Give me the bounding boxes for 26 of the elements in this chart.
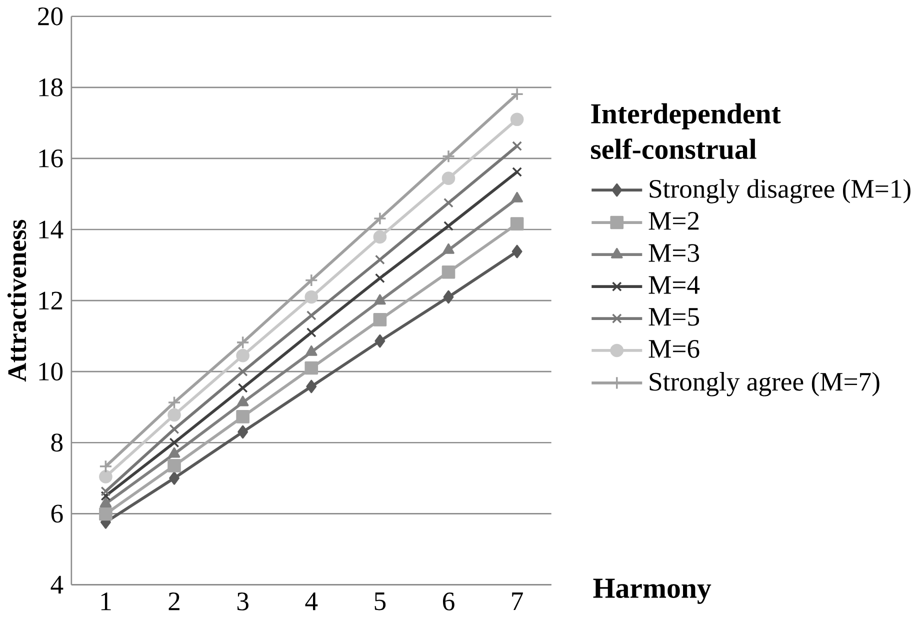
x-tick-label: 6 xyxy=(442,592,454,610)
legend-label: M=4 xyxy=(648,276,700,294)
x-tick-label: 7 xyxy=(512,592,523,610)
y-tick-label: 8 xyxy=(51,434,63,452)
y-tick-label: 12 xyxy=(39,292,62,310)
legend-label: Strongly agree (M=7) xyxy=(650,372,880,396)
y-tick-label: 6 xyxy=(51,504,63,523)
y-tick-label: 14 xyxy=(39,220,64,238)
legend-label: M=6 xyxy=(648,340,700,358)
y-tick-label: 16 xyxy=(39,150,63,168)
x-tick-label: 3 xyxy=(237,592,248,610)
legend-title: Interdependent self-construal xyxy=(591,103,781,160)
x-tick-label: 2 xyxy=(168,592,180,610)
x-tick-label: 4 xyxy=(305,592,318,610)
x-tick-label: 1 xyxy=(101,592,111,610)
y-tick-label: 20 xyxy=(38,7,63,26)
legend-label: M=5 xyxy=(648,308,700,326)
legend-label: M=2 xyxy=(648,212,699,230)
y-tick-label: 10 xyxy=(39,362,63,381)
x-axis-title: Harmony xyxy=(593,578,712,604)
legend-label: Strongly disagree (M=1) xyxy=(650,179,910,204)
y-axis-title: Attractiveness xyxy=(7,220,26,382)
y-tick-label: 18 xyxy=(39,78,63,96)
x-tick-label: 5 xyxy=(374,592,386,610)
y-tick-label: 4 xyxy=(50,576,64,594)
legend-label: M=3 xyxy=(648,244,700,262)
